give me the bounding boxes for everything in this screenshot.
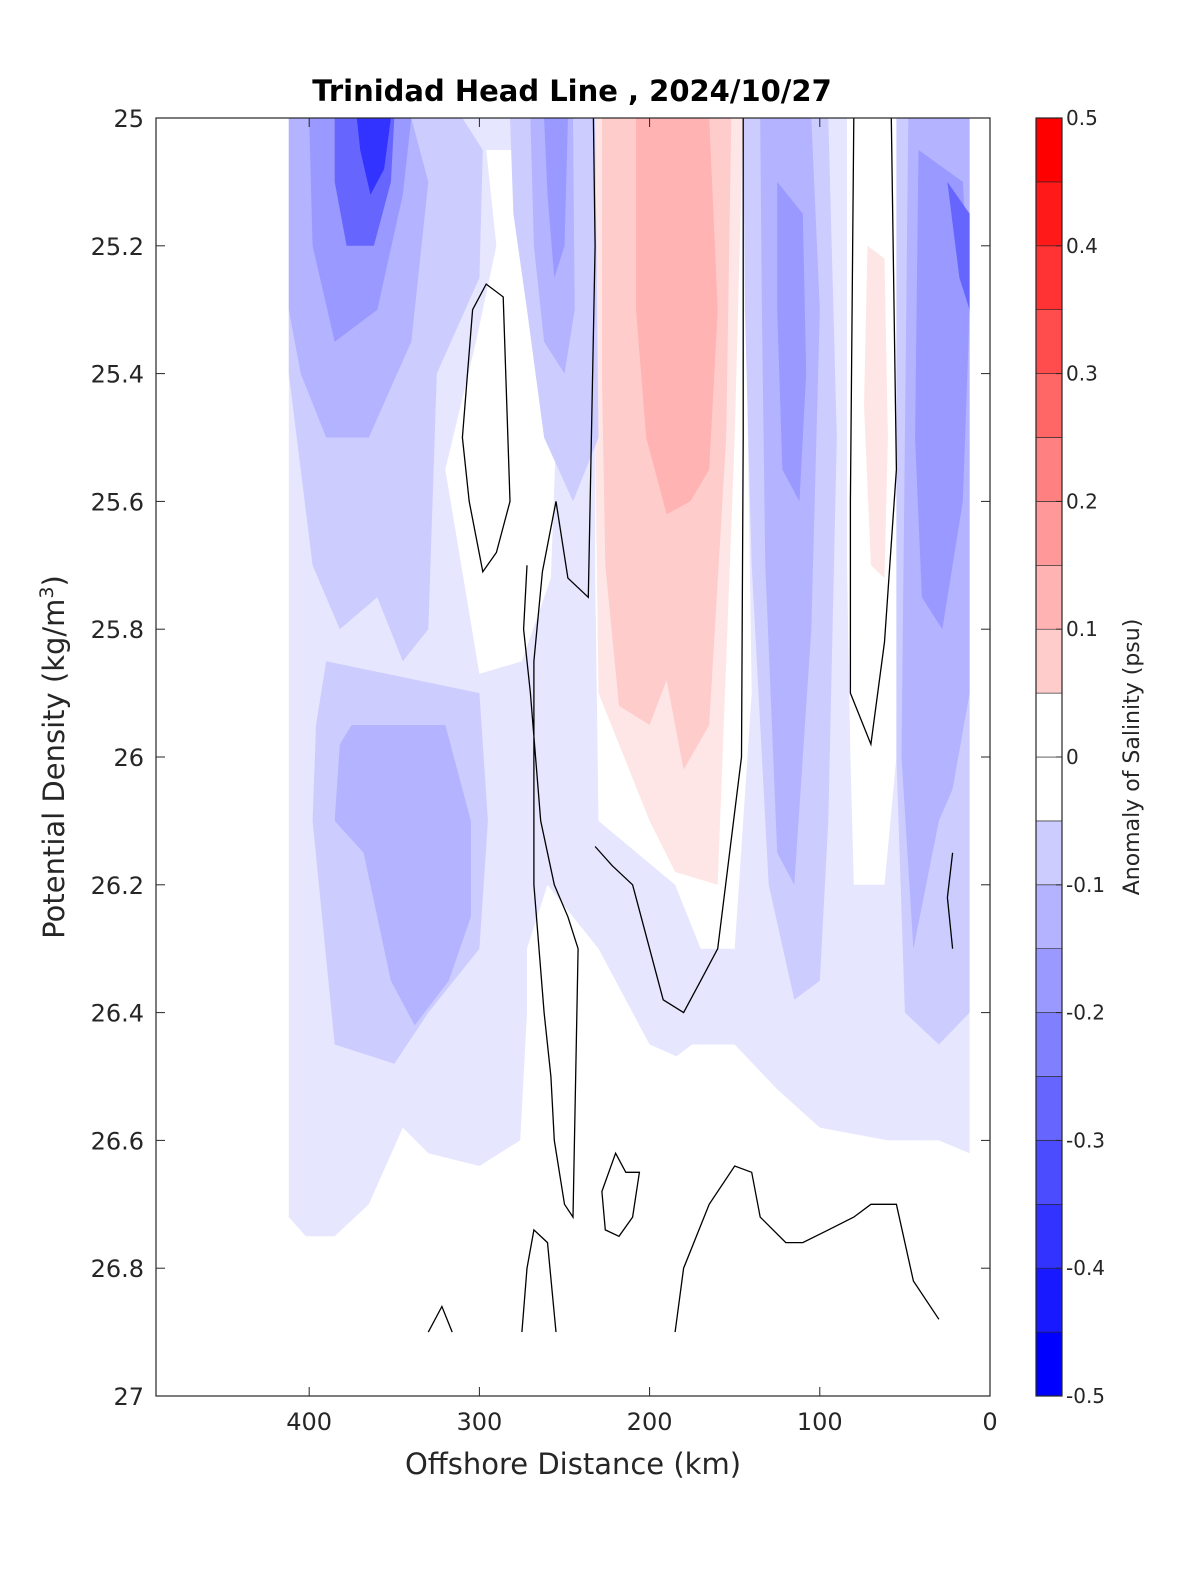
colorbar-tick-label: 0.4 bbox=[1066, 234, 1098, 258]
colorbar-tick-label: 0.5 bbox=[1066, 106, 1098, 130]
colorbar-band bbox=[1035, 501, 1063, 566]
y-tick-label: 26.6 bbox=[91, 1127, 144, 1155]
y-axis-label: Potential Density (kg/m3) bbox=[36, 575, 71, 939]
colorbar-band bbox=[1035, 1076, 1063, 1141]
contour-line bbox=[461, 283, 511, 574]
contour-line bbox=[427, 1304, 453, 1333]
colorbar-tick-label: -0.2 bbox=[1066, 1001, 1105, 1025]
y-axis-label-superscript: 3 bbox=[36, 586, 58, 598]
colorbar-band bbox=[1035, 1204, 1063, 1269]
colorbar-tick-label: 0.1 bbox=[1066, 617, 1098, 641]
colorbar-band bbox=[1035, 245, 1063, 311]
colorbar-tick-label: -0.3 bbox=[1066, 1128, 1105, 1152]
colorbar-band bbox=[1035, 820, 1063, 886]
colorbar-label: Anomaly of Salinity (psu) bbox=[1120, 619, 1145, 896]
y-tick-label: 25.4 bbox=[91, 361, 144, 389]
contour-line bbox=[674, 1165, 940, 1333]
anomaly-region bbox=[915, 150, 970, 630]
contour-line bbox=[849, 118, 898, 747]
y-tick-label: 25.8 bbox=[91, 616, 144, 644]
contour-line bbox=[521, 1228, 557, 1333]
anomaly-region bbox=[649, 1044, 922, 1333]
contour-line bbox=[522, 118, 596, 1220]
anomaly-region bbox=[334, 725, 471, 1026]
contour-line bbox=[594, 118, 744, 1014]
anomaly-region bbox=[544, 118, 568, 278]
y-tick-label: 26.8 bbox=[91, 1255, 144, 1283]
colorbar-band bbox=[1035, 181, 1063, 247]
x-axis-label: Offshore Distance (km) bbox=[405, 1447, 741, 1481]
x-axis: 400 300 200 100 0 bbox=[286, 118, 998, 1436]
y-tick-label: 25.6 bbox=[91, 488, 144, 516]
x-tick-label: 400 bbox=[286, 1408, 332, 1436]
colorbar-band bbox=[1035, 628, 1063, 694]
colorbar-tick-label: 0.2 bbox=[1066, 489, 1098, 513]
colorbar-tick-label: -0.5 bbox=[1066, 1384, 1105, 1408]
chart-title: Trinidad Head Line , 2024/10/27 bbox=[312, 74, 832, 108]
colorbar-band bbox=[1035, 564, 1063, 630]
colorbar-band bbox=[1035, 1331, 1063, 1397]
colorbar-tick-label: -0.4 bbox=[1066, 1256, 1105, 1280]
anomaly-region bbox=[356, 118, 391, 195]
colorbar-band bbox=[1035, 1267, 1063, 1333]
colorbar-band bbox=[1035, 692, 1063, 758]
contour-line bbox=[601, 1151, 641, 1238]
y-tick-label: 25 bbox=[113, 105, 144, 133]
y-tick-label: 25.2 bbox=[91, 233, 144, 261]
anomaly-region bbox=[636, 118, 718, 515]
colorbar-band bbox=[1035, 437, 1063, 502]
x-tick-label: 300 bbox=[456, 1408, 502, 1436]
y-axis-label-main: Potential Density (kg/m bbox=[37, 599, 71, 939]
colorbar-band bbox=[1035, 948, 1063, 1013]
x-tick-label: 100 bbox=[797, 1408, 843, 1436]
anomaly-region bbox=[947, 181, 970, 310]
colorbar-tick-label: 0.3 bbox=[1066, 362, 1098, 386]
anomaly-region bbox=[777, 181, 807, 502]
anomaly-region bbox=[527, 884, 676, 1333]
filled-contours bbox=[288, 118, 970, 1333]
contour-lines bbox=[427, 118, 954, 1333]
y-tick-label: 26 bbox=[113, 744, 144, 772]
y-axis-label-close: ) bbox=[37, 575, 71, 586]
y-tick-label: 26.4 bbox=[91, 1000, 144, 1028]
anomaly-region bbox=[760, 118, 820, 885]
colorbar-band bbox=[1035, 756, 1063, 822]
colorbar-band bbox=[1035, 1012, 1063, 1077]
colorbar-band bbox=[1035, 884, 1063, 949]
colorbar-band bbox=[1035, 309, 1063, 374]
y-axis: 25 25.2 25.4 25.6 25.8 26 26.2 26.4 26.6 26.8 27 bbox=[91, 105, 990, 1411]
x-tick-label: 0 bbox=[982, 1408, 997, 1436]
anomaly-region bbox=[864, 245, 888, 579]
contour-line bbox=[946, 852, 954, 949]
x-tick-label: 200 bbox=[627, 1408, 673, 1436]
y-tick-label: 26.2 bbox=[91, 872, 144, 900]
colorbar-band bbox=[1035, 1140, 1063, 1205]
colorbar: 0.5 0.4 0.3 0.2 0.1 0 -0.1 -0.2 -0.3 -0.4 -0.5 bbox=[1035, 106, 1105, 1408]
colorbar-tick-label: -0.1 bbox=[1066, 873, 1105, 897]
colorbar-band bbox=[1035, 117, 1063, 183]
colorbar-tick-label: 0 bbox=[1066, 745, 1079, 769]
y-tick-label: 27 bbox=[113, 1383, 144, 1411]
colorbar-band bbox=[1035, 373, 1063, 438]
